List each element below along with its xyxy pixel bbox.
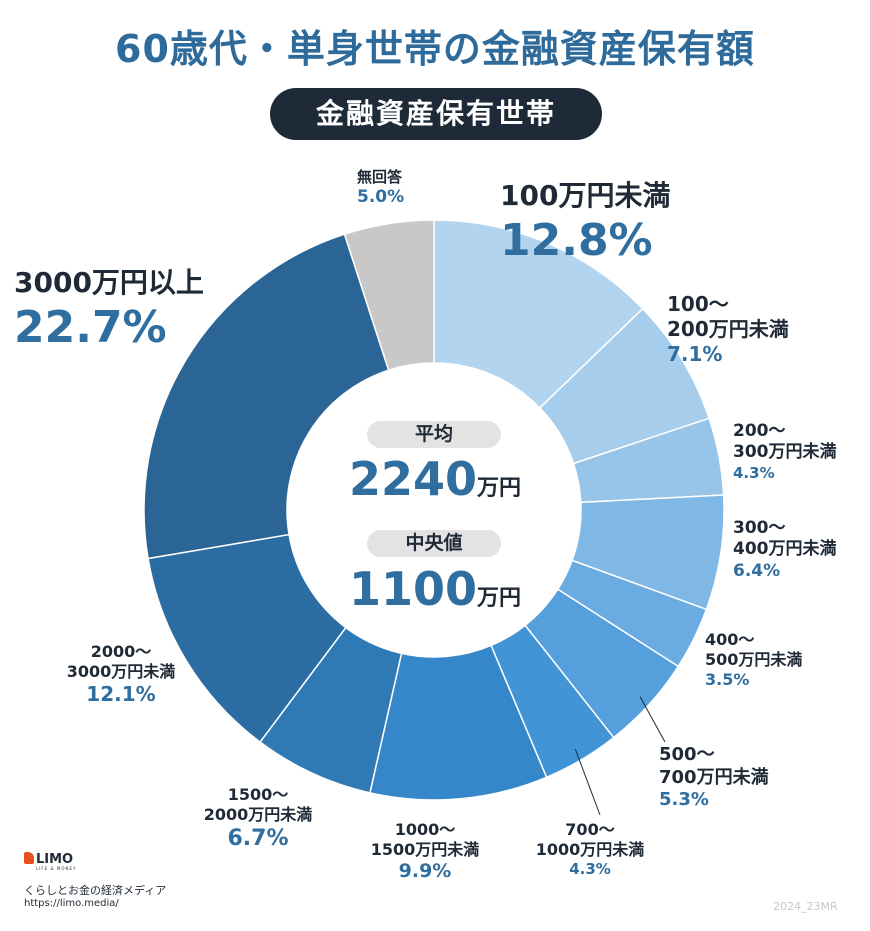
slice-category-7-line-2: 1000万円未満 xyxy=(535,840,645,859)
slice-value-10: 12.1% xyxy=(86,682,156,706)
slice-value-9: 6.7% xyxy=(227,826,289,851)
slice-category-8-line-1: 1000〜 xyxy=(394,820,456,839)
slice-category-7-line-1: 700〜 xyxy=(565,820,615,839)
leader-line-7 xyxy=(574,749,601,816)
slice-label-10: 2000〜 3000万円未満 12.1% xyxy=(46,642,196,707)
slice-value-6: 5.3% xyxy=(659,789,709,810)
slice-category-12: 無回答 xyxy=(357,168,403,186)
slice-category-2-line-1: 100〜 xyxy=(667,292,729,316)
subtitle-pill: 金融資産保有世帯 xyxy=(270,88,602,140)
average-value-group: 2240万円 xyxy=(300,452,570,506)
slice-value-4: 6.4% xyxy=(733,560,781,581)
slice-category-9-line-1: 1500〜 xyxy=(227,785,289,804)
average-label: 平均 xyxy=(367,421,501,448)
slice-value-2: 7.1% xyxy=(667,342,723,366)
flame-icon xyxy=(24,852,34,864)
slice-category-5-line-2: 500万円未満 xyxy=(705,650,803,669)
slice-category-4-line-2: 400万円未満 xyxy=(733,539,837,560)
logo-text: LIMO xyxy=(36,852,74,867)
slice-category-11: 3000万円以上 xyxy=(14,266,204,299)
slice-value-11: 22.7% xyxy=(14,302,167,353)
donut-slice-1 xyxy=(433,219,644,410)
slice-label-7: 700〜 1000万円未満 4.3% xyxy=(531,820,649,879)
median-label: 中央値 xyxy=(367,530,501,557)
slice-value-8: 9.9% xyxy=(398,860,452,882)
slice-category-5-line-1: 400〜 xyxy=(705,630,755,649)
slice-category-9-line-2: 2000万円未満 xyxy=(203,805,313,824)
median-value-group: 1100万円 xyxy=(300,562,570,616)
slice-label-12: 無回答 5.0% xyxy=(357,168,404,208)
chart-code: 2024_23MR xyxy=(773,900,838,913)
slice-label-6: 500〜 700万円未満 5.3% xyxy=(659,744,769,812)
slice-category-2-line-2: 200万円未満 xyxy=(667,317,789,341)
donut-slice-12 xyxy=(343,219,435,372)
donut-slice-11 xyxy=(143,233,390,560)
slice-label-2: 100〜 200万円未満 7.1% xyxy=(667,292,789,367)
median-value: 1100 xyxy=(348,562,477,616)
slice-value-1: 12.8% xyxy=(500,215,653,266)
slice-label-8: 1000〜 1500万円未満 9.9% xyxy=(360,820,490,884)
slice-label-4: 300〜 400万円未満 6.4% xyxy=(733,518,837,582)
slice-label-9: 1500〜 2000万円未満 6.7% xyxy=(183,785,333,853)
slice-category-3-line-2: 300万円未満 xyxy=(733,442,837,463)
logo-subtext: LIFE & MONEY xyxy=(36,866,77,871)
slice-category-8-line-2: 1500万円未満 xyxy=(370,840,480,859)
slice-value-7: 4.3% xyxy=(569,860,611,878)
slice-category-4-line-1: 300〜 xyxy=(733,518,786,538)
slice-label-3: 200〜 300万円未満 4.3% xyxy=(733,421,837,482)
leader-line-6 xyxy=(639,696,666,743)
slice-category-10-line-2: 3000万円未満 xyxy=(66,662,176,681)
media-tagline: くらしとお金の経済メディア xyxy=(24,884,167,897)
slice-category-10-line-1: 2000〜 xyxy=(90,642,152,661)
slice-category-6-line-1: 500〜 xyxy=(659,744,715,765)
limo-logo: LIMO LIFE & MONEY xyxy=(24,852,76,871)
average-unit: 万円 xyxy=(477,476,522,501)
page-title: 60歳代・単身世帯の金融資産保有額 xyxy=(115,27,755,71)
slice-value-5: 3.5% xyxy=(705,670,750,689)
slice-label-11: 3000万円以上 22.7% xyxy=(14,265,204,355)
median-unit: 万円 xyxy=(477,586,522,611)
slice-label-1: 100万円未満 12.8% xyxy=(500,178,670,268)
media-url: https://limo.media/ xyxy=(24,898,119,909)
slice-value-3: 4.3% xyxy=(733,463,775,482)
slice-label-5: 400〜 500万円未満 3.5% xyxy=(705,630,802,690)
slice-value-12: 5.0% xyxy=(357,186,405,207)
slice-category-1: 100万円未満 xyxy=(500,179,671,212)
average-value: 2240 xyxy=(348,452,477,506)
slice-category-3-line-1: 200〜 xyxy=(733,421,786,441)
slice-category-6-line-2: 700万円未満 xyxy=(659,766,769,788)
